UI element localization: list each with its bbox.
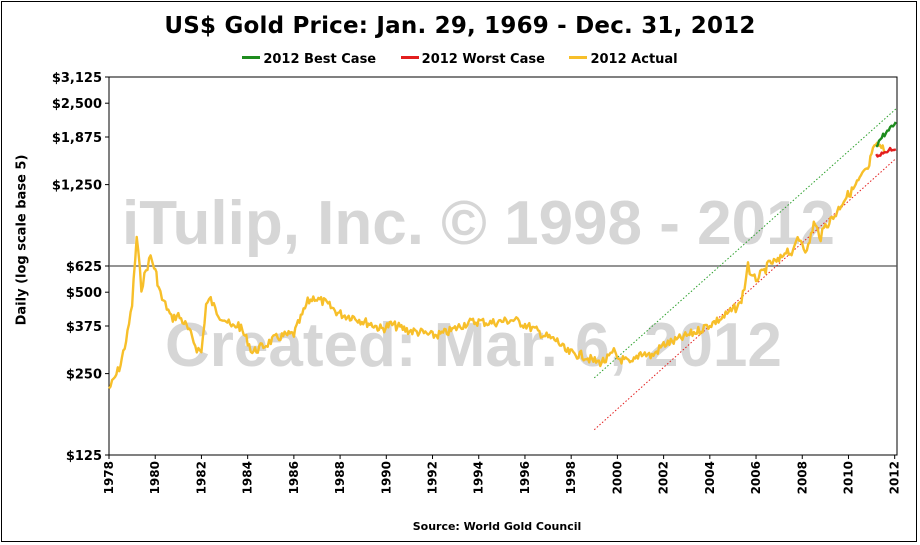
y-tick-label-3: $500 (66, 286, 102, 301)
x-tick-label-16: 2010 (841, 461, 855, 494)
trend-line-1 (593, 158, 897, 431)
x-tick-label-1: 1980 (148, 461, 162, 494)
x-tick-label-5: 1988 (333, 461, 347, 494)
legend-swatch-worst-case (400, 56, 419, 59)
legend-label-actual: 2012 Actual (590, 52, 678, 67)
x-tick-label-15: 2008 (795, 461, 809, 494)
y-tick-label-8: $3,125 (52, 71, 102, 86)
x-tick-label-11: 2000 (610, 461, 624, 494)
legend-label-best-case: 2012 Best Case (263, 52, 377, 67)
x-tick-label-7: 1992 (426, 461, 440, 494)
x-tick-label-9: 1996 (518, 461, 532, 494)
y-tick-label-2: $375 (66, 320, 102, 335)
y-tick-label-7: $2,500 (52, 97, 102, 112)
series-line-0 (108, 141, 886, 390)
x-tick-label-17: 2012 (888, 461, 902, 494)
chart-source: Source: World Gold Council (412, 520, 582, 533)
legend-swatch-best-case (242, 56, 261, 59)
legend-swatch-actual (569, 56, 588, 59)
x-tick-label-13: 2004 (703, 461, 717, 494)
chart-title: US$ Gold Price: Jan. 29, 1969 - Dec. 31,… (164, 13, 756, 39)
x-tick-label-8: 1994 (472, 461, 486, 494)
y-tick-label-4: $625 (66, 260, 102, 275)
x-tick-label-3: 1984 (241, 461, 255, 494)
x-tick-label-10: 1998 (564, 461, 578, 494)
x-tick-label-12: 2002 (657, 461, 671, 494)
y-tick-label-5: $1,250 (52, 179, 102, 194)
legend-item-best-case: 2012 Best Case (242, 52, 376, 67)
y-tick-label-6: $1,875 (52, 131, 102, 146)
x-tick-label-4: 1986 (287, 461, 301, 494)
legend-item-actual: 2012 Actual (569, 52, 678, 67)
x-tick-label-0: 1978 (102, 461, 116, 494)
watermark-line-1: iTulip, Inc. © 1998 - 2012 (122, 189, 835, 258)
trend-line-0 (593, 108, 897, 379)
legend-item-worst-case: 2012 Worst Case (400, 52, 545, 67)
legend-label-worst-case: 2012 Worst Case (421, 52, 545, 67)
x-tick-label-14: 2006 (749, 461, 763, 494)
x-tick-label-2: 1982 (194, 461, 208, 494)
x-tick-label-6: 1990 (379, 461, 393, 494)
series-line-2 (875, 146, 897, 158)
chart-legend: 2012 Best Case 2012 Worst Case 2012 Actu… (0, 52, 920, 67)
series-line-1 (875, 121, 897, 148)
y-tick-label-0: $125 (66, 449, 102, 464)
y-tick-label-1: $250 (66, 368, 102, 383)
